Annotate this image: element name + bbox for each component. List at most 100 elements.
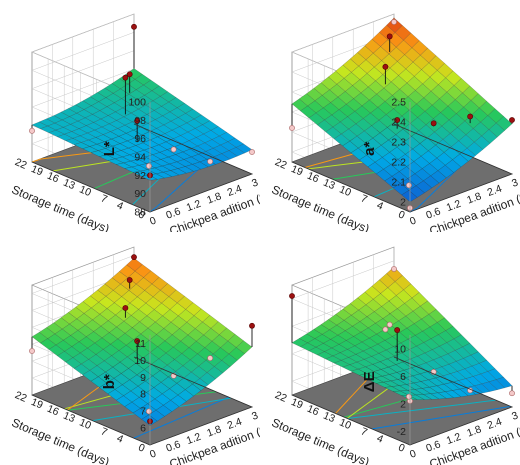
y-tick-label: 7 [99,193,109,206]
data-point [131,254,137,261]
y-tick-label: 7 [359,193,369,206]
y-axis-title: Storage time (days) [10,182,112,232]
box-edges [31,335,254,446]
surface-cell [236,340,253,354]
data-point [131,23,137,30]
x-tick-label: 2.4 [226,183,244,199]
plot-a: 2 2.1 2.2 2.3 2.4 2.5 a* 0 0.6 1.2 1.8 2.4 3 Chickpea… [260,0,520,232]
response-surface [291,17,513,203]
response-surface [31,257,253,426]
z-tick-label: 96 [134,133,146,145]
box-edges [291,102,514,213]
plot-L: 88 90 92 94 96 98 100 L* 0 0.6 1.2 1.8 2.4 3 Chickpea … [0,0,260,232]
y-tick-label: 7 [359,426,369,439]
data-point [126,71,133,78]
x-tick-label: 0.6 [424,205,442,221]
z-tick-label: 2.3 [391,137,406,149]
y-tick-label: 10 [337,183,353,199]
data-point [386,321,393,328]
z-tick-label: 2 [400,197,406,209]
x-tick-label: 1.2 [185,198,203,214]
y-tick-label: 22 [273,389,289,405]
z-axis: 6 7 8 9 10 11 b* [101,338,146,435]
z-tick-label: 2.4 [391,117,406,129]
data-point [406,182,412,189]
y-tick-label: 16 [45,403,61,419]
x-tick-label: 0 [148,214,158,227]
data-point [509,117,515,123]
surface-chart-a: 22.12.22.32.42.5a*0 0.6 1.2 1.8 2.4 3Chickpea… [270,13,520,232]
z-tick-label: 2 [400,398,406,410]
plot-delta-e: -2 2 6 10 ΔE 0 0.6 1.2 1.8 2.4 3 Chickpea adition (… [260,233,520,465]
y-tick-label: 4 [115,432,125,445]
y-tick-label: 13 [321,177,337,193]
y-tick-label: 19 [29,396,45,412]
data-point [386,33,393,40]
z-tick-label: 94 [134,152,146,164]
y-tick-label: 16 [305,403,321,419]
y-tick-label: 13 [321,410,337,426]
surface-cell [495,376,513,388]
z-axis: -2 2 6 10 ΔE [361,343,406,438]
y-tick-label: 0 [136,441,146,454]
y-tick-label: 0 [396,441,406,454]
response-surface [31,68,253,181]
x-tick-label: 1.8 [205,423,223,439]
x-tick-label: 0.6 [164,438,182,454]
z-axis: 88 90 92 94 96 98 100 L* [101,97,146,219]
x-tick-label: 1.8 [465,190,483,206]
floor-contour [133,396,230,439]
z-tick-label: 11 [135,338,146,350]
data-point [146,408,152,415]
y-tick-label: 10 [77,416,93,432]
x-tick-label: 1.2 [445,431,463,447]
data-points [289,19,515,211]
y-tick-label: 22 [13,156,29,172]
data-point [406,393,412,400]
box-edges [291,335,514,446]
z-tick-label: 8 [140,389,146,401]
z-tick-label: 2.1 [391,177,406,189]
data-point [29,348,35,354]
z-tick-label: 90 [134,188,146,200]
data-point [509,390,515,397]
z-axis-title: b* [101,374,118,389]
z-tick-label: 2.2 [391,157,406,169]
z-tick-label: 10 [134,355,146,367]
data-point [249,322,255,329]
data-point [207,355,214,362]
y-tick-label: 19 [289,163,305,179]
data-points [289,266,515,404]
z-axis-title: ΔE [361,371,378,392]
z-tick-label: 6 [140,423,146,435]
data-point [207,158,214,165]
data-point [394,117,401,123]
y-tick-label: 19 [29,163,45,179]
floor-contour [371,405,511,430]
z-tick-label: 2.5 [391,97,406,109]
plot-b: 6 7 8 9 10 11 b* 0 0.6 1.2 1.8 2.4 3 Chickpea adition… [0,233,260,465]
x-tick-label: 1.8 [465,423,483,439]
data-point [382,326,389,333]
x-tick-label: 0.6 [424,438,442,454]
data-point [430,120,437,127]
data-point [467,113,474,120]
floor-contour [347,399,496,420]
x-tick-label: 3 [250,409,260,422]
y-axis-title: Storage time (days) [10,415,112,465]
z-tick-label: 6 [400,371,406,383]
z-tick-label: 9 [140,372,146,384]
x-tick-label: 3 [510,176,520,189]
x-tick-label: 2.4 [226,416,244,432]
y-axis-title: Storage time (days) [270,415,372,465]
y-tick-label: 10 [77,183,93,199]
x-tick-label: 2.4 [486,416,504,432]
x-tick-label: 1.8 [205,190,223,206]
x-tick-label: 3 [250,176,260,189]
y-tick-label: 16 [305,170,321,186]
data-point [134,338,141,344]
response-surface [291,266,513,400]
data-point [29,127,35,134]
